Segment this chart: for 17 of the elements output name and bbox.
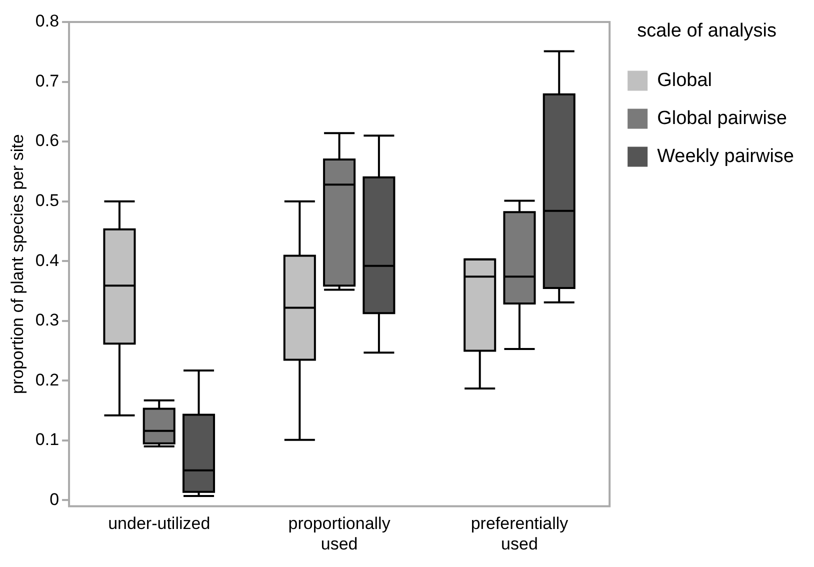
y-axis-title: proportion of plant species per site <box>8 134 27 394</box>
legend-label: Weekly pairwise <box>657 146 794 168</box>
y-tick-label: 0.5 <box>35 191 60 210</box>
x-tick-label: under-utilized <box>108 514 210 534</box>
y-tick-label: 0.8 <box>35 12 60 31</box>
y-tick-label: 0.7 <box>35 71 60 90</box>
y-tick-label: 0 <box>50 490 60 509</box>
y-tick-label: 0.4 <box>35 250 60 270</box>
y-tick-label: 0.3 <box>35 310 60 330</box>
legend-label: Global <box>657 70 712 92</box>
legend-label: Global pairwise <box>657 108 787 130</box>
x-tick-label: proportionally used <box>288 514 391 554</box>
x-tick-label: preferentially used <box>470 514 569 554</box>
legend-title: scale of analysis <box>637 20 776 42</box>
y-tick-label: 0.1 <box>35 430 60 450</box>
y-tick-label: 0.2 <box>35 370 60 390</box>
y-tick-label: 0.6 <box>35 131 60 150</box>
